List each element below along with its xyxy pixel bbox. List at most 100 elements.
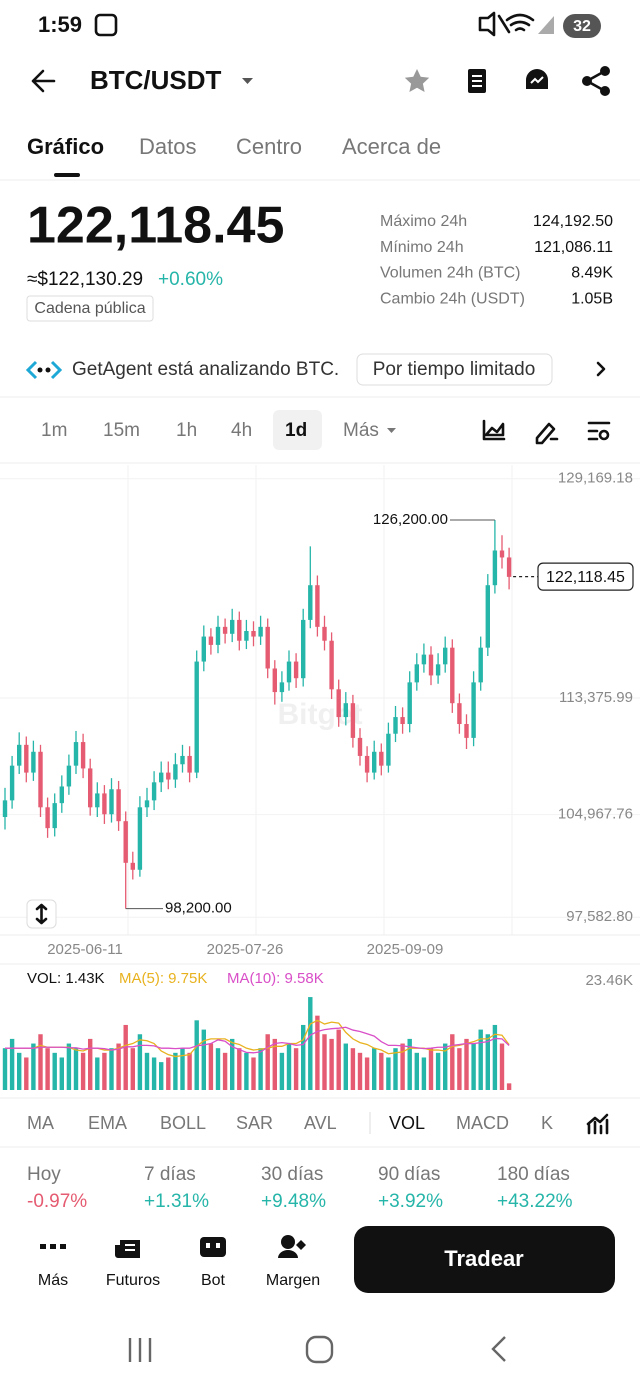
candle-body (414, 664, 419, 683)
candle-body (265, 626, 270, 669)
period-change: +9.48% (261, 1191, 326, 1212)
volume-bar (123, 1024, 128, 1090)
candle-body (24, 744, 29, 773)
timeframe[interactable]: 15m (103, 420, 140, 441)
candle-body (372, 751, 377, 773)
volume-bar (222, 1052, 228, 1090)
volume-bar (407, 1038, 412, 1090)
more-icon (50, 1244, 56, 1249)
timeframe[interactable]: 1m (41, 420, 67, 441)
candle-body (2, 800, 8, 818)
high-label: 126,200.00 (373, 511, 448, 528)
tab[interactable]: Acerca de (342, 134, 441, 159)
candle-body (258, 626, 263, 637)
ma5-label: MA(5): 9.75K (119, 970, 207, 987)
timeframe[interactable]: 1h (176, 420, 197, 441)
period: 7 días (144, 1164, 196, 1185)
last-price-label: 122,118.45 (546, 569, 625, 586)
margin-icon-body (278, 1250, 298, 1258)
indicator[interactable]: MA (27, 1113, 54, 1133)
candle-body (428, 654, 434, 676)
y-tick-label: 129,169.18 (558, 470, 633, 487)
candle-body (400, 717, 405, 725)
candle-body (322, 626, 327, 641)
pair-title[interactable]: BTC/USDT (90, 65, 222, 95)
nav-icons (40, 1235, 306, 1258)
nav-label[interactable]: Margen (266, 1272, 320, 1289)
y-tick-label: 97,582.80 (566, 908, 633, 925)
trade-button[interactable] (354, 1226, 615, 1293)
candle-body (95, 793, 100, 808)
back-system-button[interactable] (491, 1336, 506, 1362)
candle-body (208, 636, 214, 645)
period-change: +1.31% (144, 1191, 209, 1212)
volume-bar (9, 1038, 15, 1090)
tab[interactable]: Datos (139, 134, 196, 159)
recents-button[interactable] (128, 1338, 152, 1362)
nav-label[interactable]: Bot (201, 1272, 226, 1289)
candle-body (492, 550, 498, 586)
signal-icon (538, 16, 554, 34)
settings-icon[interactable] (587, 421, 611, 441)
home-button[interactable] (305, 1335, 334, 1364)
volume-bar (144, 1052, 150, 1090)
banner-tag-text: Por tiempo limitado (373, 359, 536, 380)
volume-bar (2, 1048, 8, 1090)
x-tick-label: 2025-07-26 (207, 941, 284, 958)
draw-icon[interactable] (535, 422, 559, 445)
favorite-icon[interactable] (404, 69, 430, 93)
candle-body (52, 803, 57, 829)
candle-body (364, 755, 370, 773)
indicator[interactable]: K (541, 1113, 553, 1133)
timeframe[interactable]: Más (343, 420, 379, 441)
volume-bar (52, 1052, 57, 1090)
alert-icon[interactable] (523, 69, 551, 89)
agent-dot (37, 367, 43, 373)
timeframe[interactable]: 1d (285, 420, 307, 441)
candle-body (478, 647, 483, 683)
candle-body (279, 682, 285, 693)
indicator[interactable]: MACD (456, 1113, 509, 1133)
pair-dropdown[interactable] (242, 78, 253, 84)
volume-bar (59, 1057, 64, 1090)
indicator[interactable]: BOLL (160, 1113, 206, 1133)
volume-bar (159, 1062, 164, 1090)
indicator-settings[interactable] (586, 1113, 609, 1135)
volume-bar (414, 1052, 419, 1090)
indicator[interactable]: VOL (389, 1113, 425, 1133)
nav-label[interactable]: Más (38, 1272, 68, 1289)
back-button[interactable] (31, 69, 56, 93)
alert-mark (530, 76, 544, 84)
volume-bar (130, 1048, 135, 1090)
indicator[interactable]: AVL (304, 1113, 337, 1133)
volume-bar (230, 1038, 235, 1090)
candle-body (435, 664, 441, 676)
timeframe[interactable]: 4h (231, 420, 252, 441)
chart-type-icon[interactable] (482, 419, 506, 441)
y-tick-label: 104,967.76 (558, 806, 633, 823)
indicator[interactable]: EMA (88, 1113, 127, 1133)
volume-bar (17, 1052, 22, 1090)
stat-label: Volumen 24h (BTC) (380, 265, 521, 282)
tab[interactable]: Centro (236, 134, 302, 159)
tab[interactable]: Gráfico (27, 134, 104, 159)
banner-chevron[interactable] (596, 361, 606, 377)
banner-text[interactable]: GetAgent está analizando BTC. (72, 359, 339, 380)
status-icon (94, 13, 118, 37)
volume-bar (286, 1043, 292, 1090)
candle-body (80, 742, 86, 769)
volume-bar (400, 1043, 405, 1090)
candle-body (471, 682, 476, 738)
candle-body (379, 751, 384, 766)
candle-body (251, 631, 256, 637)
nav-label[interactable]: Futuros (106, 1272, 160, 1289)
banner-tag[interactable] (356, 353, 553, 386)
last-price: 122,118.45 (27, 197, 284, 255)
candle-body (244, 631, 249, 641)
volume-bar (102, 1052, 107, 1090)
stat-label: Máximo 24h (380, 213, 467, 230)
indicator[interactable]: SAR (236, 1113, 273, 1133)
candle-body (17, 744, 22, 766)
notes-lines (472, 75, 482, 87)
